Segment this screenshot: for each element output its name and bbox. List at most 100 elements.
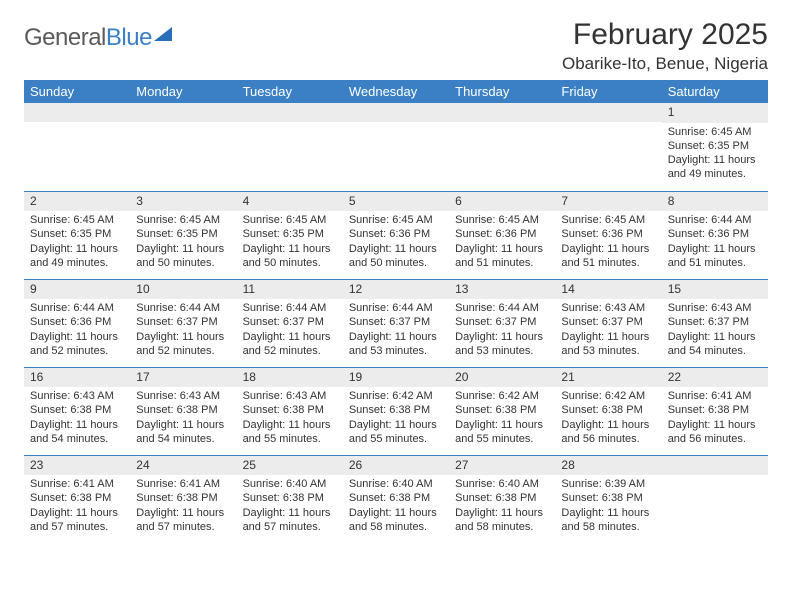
calendar-cell: 13Sunrise: 6:44 AMSunset: 6:37 PMDayligh…	[449, 279, 555, 367]
day-number: 26	[343, 456, 449, 476]
cell-body: Sunrise: 6:41 AMSunset: 6:38 PMDaylight:…	[130, 475, 236, 538]
daylight-text: Daylight: 11 hours and 54 minutes.	[30, 418, 124, 447]
sunset-text: Sunset: 6:38 PM	[136, 403, 230, 417]
day-number: 9	[24, 280, 130, 300]
daylight-text: Daylight: 11 hours and 53 minutes.	[455, 330, 549, 359]
sunrise-text: Sunrise: 6:40 AM	[243, 477, 337, 491]
calendar-cell: 8Sunrise: 6:44 AMSunset: 6:36 PMDaylight…	[662, 191, 768, 279]
sunset-text: Sunset: 6:36 PM	[561, 227, 655, 241]
calendar-cell: 15Sunrise: 6:43 AMSunset: 6:37 PMDayligh…	[662, 279, 768, 367]
day-number: 12	[343, 280, 449, 300]
daylight-text: Daylight: 11 hours and 58 minutes.	[349, 506, 443, 535]
calendar-cell: 18Sunrise: 6:43 AMSunset: 6:38 PMDayligh…	[237, 367, 343, 455]
cell-body: Sunrise: 6:44 AMSunset: 6:37 PMDaylight:…	[237, 299, 343, 362]
logo-triangle-icon	[154, 27, 172, 41]
daylight-text: Daylight: 11 hours and 55 minutes.	[349, 418, 443, 447]
sunrise-text: Sunrise: 6:42 AM	[455, 389, 549, 403]
calendar-cell	[237, 103, 343, 191]
calendar-row: 9Sunrise: 6:44 AMSunset: 6:36 PMDaylight…	[24, 279, 768, 367]
day-number: 23	[24, 456, 130, 476]
calendar-cell: 26Sunrise: 6:40 AMSunset: 6:38 PMDayligh…	[343, 455, 449, 543]
cell-body: Sunrise: 6:43 AMSunset: 6:38 PMDaylight:…	[24, 387, 130, 450]
day-number	[662, 456, 768, 475]
cell-body: Sunrise: 6:42 AMSunset: 6:38 PMDaylight:…	[449, 387, 555, 450]
day-number	[237, 103, 343, 122]
sunrise-text: Sunrise: 6:41 AM	[668, 389, 762, 403]
sunset-text: Sunset: 6:38 PM	[30, 403, 124, 417]
calendar-cell: 19Sunrise: 6:42 AMSunset: 6:38 PMDayligh…	[343, 367, 449, 455]
calendar-cell: 12Sunrise: 6:44 AMSunset: 6:37 PMDayligh…	[343, 279, 449, 367]
sunrise-text: Sunrise: 6:41 AM	[136, 477, 230, 491]
cell-body: Sunrise: 6:45 AMSunset: 6:36 PMDaylight:…	[343, 211, 449, 274]
day-number: 22	[662, 368, 768, 388]
sunset-text: Sunset: 6:35 PM	[30, 227, 124, 241]
sunset-text: Sunset: 6:38 PM	[30, 491, 124, 505]
calendar-cell: 3Sunrise: 6:45 AMSunset: 6:35 PMDaylight…	[130, 191, 236, 279]
location-subtitle: Obarike-Ito, Benue, Nigeria	[562, 54, 768, 74]
calendar-cell: 9Sunrise: 6:44 AMSunset: 6:36 PMDaylight…	[24, 279, 130, 367]
sunset-text: Sunset: 6:37 PM	[349, 315, 443, 329]
cell-body: Sunrise: 6:45 AMSunset: 6:35 PMDaylight:…	[662, 123, 768, 186]
sunset-text: Sunset: 6:36 PM	[455, 227, 549, 241]
daylight-text: Daylight: 11 hours and 49 minutes.	[668, 153, 762, 182]
cell-body: Sunrise: 6:40 AMSunset: 6:38 PMDaylight:…	[237, 475, 343, 538]
calendar-table: SundayMondayTuesdayWednesdayThursdayFrid…	[24, 80, 768, 543]
sunset-text: Sunset: 6:36 PM	[349, 227, 443, 241]
sunset-text: Sunset: 6:36 PM	[668, 227, 762, 241]
cell-body: Sunrise: 6:40 AMSunset: 6:38 PMDaylight:…	[449, 475, 555, 538]
day-number	[449, 103, 555, 122]
weekday-header: Tuesday	[237, 80, 343, 103]
day-number: 15	[662, 280, 768, 300]
calendar-row: 2Sunrise: 6:45 AMSunset: 6:35 PMDaylight…	[24, 191, 768, 279]
day-number: 21	[555, 368, 661, 388]
daylight-text: Daylight: 11 hours and 50 minutes.	[243, 242, 337, 271]
sunrise-text: Sunrise: 6:44 AM	[349, 301, 443, 315]
calendar-cell	[662, 455, 768, 543]
calendar-cell: 11Sunrise: 6:44 AMSunset: 6:37 PMDayligh…	[237, 279, 343, 367]
day-number: 1	[662, 103, 768, 123]
cell-body: Sunrise: 6:43 AMSunset: 6:38 PMDaylight:…	[237, 387, 343, 450]
calendar-page: GeneralBlue February 2025 Obarike-Ito, B…	[0, 0, 792, 543]
calendar-cell: 10Sunrise: 6:44 AMSunset: 6:37 PMDayligh…	[130, 279, 236, 367]
logo-text-1: General	[24, 24, 106, 51]
sunset-text: Sunset: 6:38 PM	[668, 403, 762, 417]
sunrise-text: Sunrise: 6:40 AM	[455, 477, 549, 491]
sunrise-text: Sunrise: 6:45 AM	[561, 213, 655, 227]
cell-body: Sunrise: 6:42 AMSunset: 6:38 PMDaylight:…	[343, 387, 449, 450]
sunrise-text: Sunrise: 6:44 AM	[136, 301, 230, 315]
sunset-text: Sunset: 6:38 PM	[136, 491, 230, 505]
sunrise-text: Sunrise: 6:43 AM	[30, 389, 124, 403]
calendar-cell: 20Sunrise: 6:42 AMSunset: 6:38 PMDayligh…	[449, 367, 555, 455]
day-number: 3	[130, 192, 236, 212]
calendar-cell: 16Sunrise: 6:43 AMSunset: 6:38 PMDayligh…	[24, 367, 130, 455]
sunrise-text: Sunrise: 6:42 AM	[561, 389, 655, 403]
daylight-text: Daylight: 11 hours and 57 minutes.	[243, 506, 337, 535]
day-number: 19	[343, 368, 449, 388]
calendar-cell: 25Sunrise: 6:40 AMSunset: 6:38 PMDayligh…	[237, 455, 343, 543]
daylight-text: Daylight: 11 hours and 54 minutes.	[668, 330, 762, 359]
calendar-cell	[130, 103, 236, 191]
cell-body: Sunrise: 6:45 AMSunset: 6:35 PMDaylight:…	[130, 211, 236, 274]
weekday-header: Saturday	[662, 80, 768, 103]
daylight-text: Daylight: 11 hours and 52 minutes.	[30, 330, 124, 359]
sunset-text: Sunset: 6:38 PM	[349, 491, 443, 505]
calendar-cell: 1Sunrise: 6:45 AMSunset: 6:35 PMDaylight…	[662, 103, 768, 191]
sunrise-text: Sunrise: 6:43 AM	[668, 301, 762, 315]
weekday-header: Wednesday	[343, 80, 449, 103]
sunset-text: Sunset: 6:37 PM	[561, 315, 655, 329]
sunrise-text: Sunrise: 6:42 AM	[349, 389, 443, 403]
sunrise-text: Sunrise: 6:44 AM	[455, 301, 549, 315]
day-number	[130, 103, 236, 122]
day-number: 13	[449, 280, 555, 300]
weekday-header-row: SundayMondayTuesdayWednesdayThursdayFrid…	[24, 80, 768, 103]
daylight-text: Daylight: 11 hours and 54 minutes.	[136, 418, 230, 447]
calendar-row: 23Sunrise: 6:41 AMSunset: 6:38 PMDayligh…	[24, 455, 768, 543]
daylight-text: Daylight: 11 hours and 51 minutes.	[668, 242, 762, 271]
cell-body: Sunrise: 6:41 AMSunset: 6:38 PMDaylight:…	[24, 475, 130, 538]
sunrise-text: Sunrise: 6:39 AM	[561, 477, 655, 491]
cell-body: Sunrise: 6:44 AMSunset: 6:37 PMDaylight:…	[449, 299, 555, 362]
calendar-cell: 23Sunrise: 6:41 AMSunset: 6:38 PMDayligh…	[24, 455, 130, 543]
sunrise-text: Sunrise: 6:45 AM	[30, 213, 124, 227]
cell-body: Sunrise: 6:44 AMSunset: 6:37 PMDaylight:…	[130, 299, 236, 362]
day-number: 2	[24, 192, 130, 212]
